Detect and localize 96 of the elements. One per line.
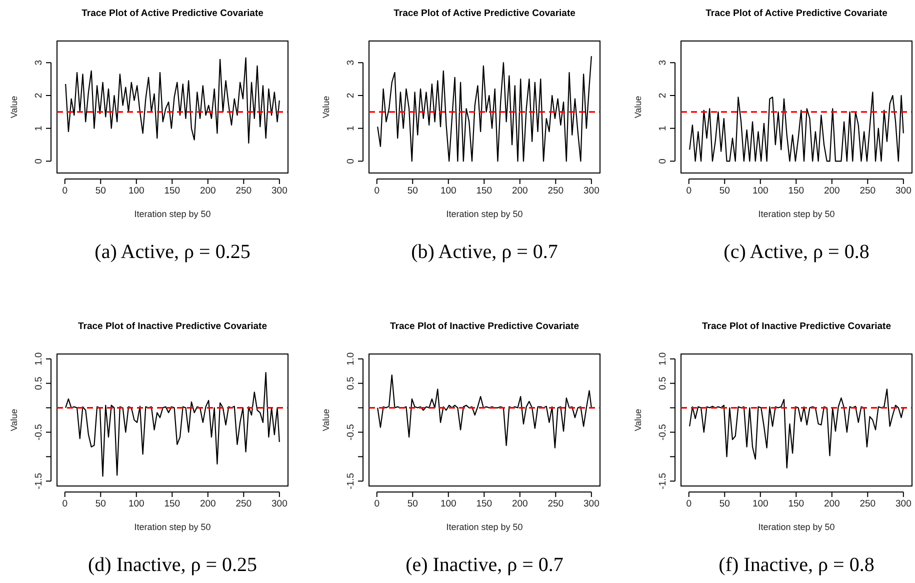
x-tick-label: 300 bbox=[271, 498, 288, 510]
y-tick-label: 0.5 bbox=[658, 376, 669, 390]
x-tick-label: 50 bbox=[719, 186, 730, 197]
x-tick-label: 200 bbox=[824, 186, 840, 197]
x-axis-title: Iteration step by 50 bbox=[446, 209, 523, 219]
x-tick-label: 300 bbox=[583, 498, 600, 510]
x-axis-title: Iteration step by 50 bbox=[134, 209, 211, 219]
y-tick-label: -0.5 bbox=[34, 424, 45, 440]
y-tick-label: 2 bbox=[658, 92, 669, 98]
x-tick-label: 100 bbox=[440, 498, 456, 510]
x-tick-label: 250 bbox=[860, 498, 876, 510]
y-tick-label: -0.5 bbox=[346, 424, 357, 440]
x-axis-title: Iteration step by 50 bbox=[446, 522, 523, 532]
x-tick-label: 200 bbox=[200, 498, 216, 510]
x-tick-label: 150 bbox=[164, 186, 180, 197]
y-axis-title: Value bbox=[633, 408, 643, 432]
x-tick-label: 200 bbox=[824, 498, 840, 510]
x-tick-label: 250 bbox=[548, 186, 564, 197]
x-axis-title: Iteration step by 50 bbox=[134, 522, 211, 532]
x-tick-label: 0 bbox=[686, 498, 692, 510]
x-tick-label: 50 bbox=[407, 186, 418, 197]
y-axis-title: Value bbox=[9, 408, 19, 432]
x-tick-label: 50 bbox=[719, 498, 730, 510]
x-tick-label: 100 bbox=[440, 186, 456, 197]
chart-title: Trace Plot of Active Predictive Covariate bbox=[706, 8, 888, 19]
x-tick-label: 300 bbox=[895, 186, 912, 197]
chart-title: Trace Plot of Inactive Predictive Covariate bbox=[702, 321, 892, 332]
y-tick-label: 2 bbox=[34, 92, 45, 98]
x-tick-label: 300 bbox=[895, 498, 912, 510]
x-tick-label: 50 bbox=[95, 186, 106, 197]
x-axis-title: Iteration step by 50 bbox=[758, 209, 835, 219]
text: (d) Inactive, ρ = 0.25 bbox=[88, 554, 257, 576]
x-tick-label: 100 bbox=[752, 498, 768, 510]
line-series bbox=[65, 372, 280, 477]
y-tick-label: 3 bbox=[34, 60, 45, 66]
x-tick-label: 300 bbox=[271, 186, 288, 197]
y-axis-title: Value bbox=[9, 96, 19, 118]
y-tick-label: 0.5 bbox=[34, 376, 45, 390]
x-tick-label: 250 bbox=[236, 186, 252, 197]
y-tick-label: 1 bbox=[34, 126, 45, 131]
y-tick-label: -1.5 bbox=[34, 472, 45, 490]
y-tick-label: 1 bbox=[658, 126, 669, 131]
x-tick-label: 150 bbox=[164, 498, 180, 510]
x-tick-label: 0 bbox=[686, 186, 692, 197]
x-tick-label: 50 bbox=[95, 498, 106, 510]
y-tick-label: -0.5 bbox=[658, 424, 669, 440]
x-tick-label: 0 bbox=[374, 186, 380, 197]
text: (b) Active, ρ = 0.7 bbox=[411, 241, 558, 263]
text: (a) Active, ρ = 0.25 bbox=[94, 241, 250, 263]
line-series bbox=[377, 56, 592, 162]
y-tick-label: 0 bbox=[658, 158, 669, 164]
y-tick-label: 1.0 bbox=[658, 352, 669, 366]
x-tick-label: 0 bbox=[62, 498, 68, 510]
x-tick-label: 0 bbox=[374, 498, 380, 510]
x-tick-label: 150 bbox=[788, 186, 804, 197]
line-series bbox=[689, 92, 904, 162]
y-tick-label: 3 bbox=[346, 60, 357, 66]
x-tick-label: 200 bbox=[512, 186, 528, 197]
x-tick-label: 250 bbox=[860, 186, 876, 197]
chart-title: Trace Plot of Active Predictive Covariate bbox=[394, 8, 576, 19]
y-tick-label: -1.5 bbox=[346, 472, 357, 490]
text: (f) Inactive, ρ = 0.8 bbox=[718, 554, 874, 576]
x-tick-label: 150 bbox=[476, 186, 492, 197]
y-tick-label: 1 bbox=[346, 126, 357, 131]
chart-title: Trace Plot of Active Predictive Covariate bbox=[82, 8, 264, 19]
y-axis-title: Value bbox=[633, 96, 643, 118]
x-tick-label: 250 bbox=[236, 498, 252, 510]
x-tick-label: 100 bbox=[128, 498, 144, 510]
y-tick-label: 0 bbox=[346, 158, 357, 164]
line-series bbox=[65, 57, 280, 144]
x-tick-label: 200 bbox=[200, 186, 216, 197]
line-series bbox=[689, 388, 904, 468]
chart-title: Trace Plot of Inactive Predictive Covariate bbox=[78, 321, 268, 332]
x-tick-label: 150 bbox=[788, 498, 804, 510]
x-axis-title: Iteration step by 50 bbox=[758, 522, 835, 532]
line-series bbox=[377, 374, 592, 448]
y-tick-label: 1.0 bbox=[346, 352, 357, 366]
y-tick-label: -1.5 bbox=[658, 472, 669, 490]
text: (e) Inactive, ρ = 0.7 bbox=[406, 554, 564, 576]
y-tick-label: 3 bbox=[658, 60, 669, 66]
x-tick-label: 300 bbox=[583, 186, 600, 197]
x-tick-label: 150 bbox=[476, 498, 492, 510]
x-tick-label: 0 bbox=[62, 186, 68, 197]
x-tick-label: 100 bbox=[128, 186, 144, 197]
y-axis-title: Value bbox=[321, 408, 331, 432]
chart-title: Trace Plot of Inactive Predictive Covariate bbox=[390, 321, 580, 332]
x-tick-label: 200 bbox=[512, 498, 528, 510]
y-tick-label: 0.5 bbox=[346, 376, 357, 390]
y-tick-label: 1.0 bbox=[34, 352, 45, 366]
x-tick-label: 250 bbox=[548, 498, 564, 510]
y-axis-title: Value bbox=[321, 96, 331, 118]
x-tick-label: 50 bbox=[407, 498, 418, 510]
x-tick-label: 100 bbox=[752, 186, 768, 197]
y-tick-label: 2 bbox=[346, 92, 357, 98]
text: (c) Active, ρ = 0.8 bbox=[724, 241, 870, 263]
y-tick-label: 0 bbox=[34, 158, 45, 164]
